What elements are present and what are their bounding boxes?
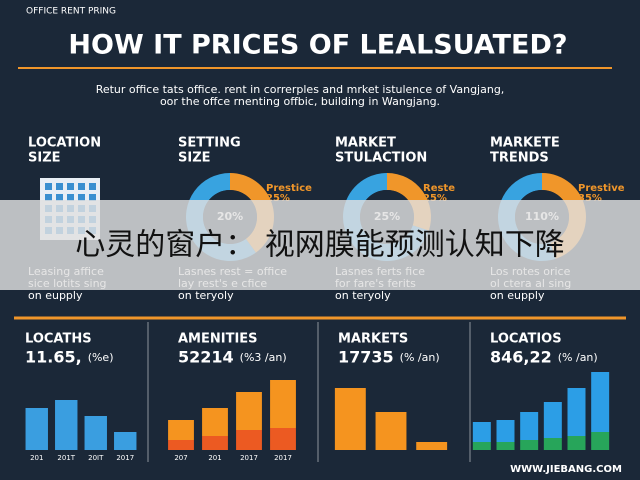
- bar: [202, 436, 228, 450]
- subtitle: oor the offce rnenting offbic, building …: [160, 95, 440, 108]
- panel-value: 846,22: [490, 348, 552, 367]
- bar: [84, 416, 107, 450]
- bar: [591, 372, 610, 432]
- building-window: [89, 194, 96, 201]
- panel-unit: (% /an): [400, 351, 440, 364]
- column-note: on teryoly: [335, 289, 391, 302]
- bar: [472, 442, 491, 450]
- bar: [236, 392, 262, 430]
- x-label: 201: [208, 454, 221, 462]
- column-heading: MARKET: [335, 136, 396, 151]
- x-label: 201T: [57, 454, 75, 462]
- column-heading: STULACTION: [335, 151, 427, 166]
- column-heading: SETTING: [178, 136, 241, 151]
- column-heading: SIZE: [178, 151, 211, 166]
- panel-title: MARKETS: [338, 332, 408, 347]
- bar: [543, 438, 562, 450]
- panel-unit: (%e): [88, 351, 114, 364]
- building-window: [89, 183, 96, 190]
- bar: [270, 380, 296, 428]
- column-note: on eupply: [490, 289, 545, 302]
- bar: [496, 420, 515, 442]
- bar: [416, 442, 448, 450]
- bar: [567, 388, 586, 436]
- panel-value: 17735: [338, 348, 394, 367]
- caption-band: [0, 200, 640, 290]
- title: HOW IT PRICES OF LEALSUATED?: [68, 30, 567, 61]
- bar: [168, 420, 194, 440]
- donut-label: 25%: [423, 193, 447, 204]
- x-label: 2017: [240, 454, 258, 462]
- bar: [472, 422, 491, 442]
- building-window: [78, 194, 85, 201]
- subtitle: Retur office tats office. rent in correr…: [96, 83, 505, 96]
- footer: WWW.JIEBANG.COM: [510, 464, 622, 475]
- column-heading: MARKETE: [490, 136, 560, 151]
- panel-value: 11.65,: [25, 348, 82, 367]
- x-label: 20IT: [88, 454, 104, 462]
- x-label: 2017: [274, 454, 292, 462]
- donut-label: 25%: [266, 193, 290, 204]
- building-window: [56, 194, 63, 201]
- caption: 心灵的窗户： 视网膜能预测认知下降: [75, 228, 565, 263]
- bar: [543, 402, 562, 438]
- x-label: 207: [174, 454, 187, 462]
- bar: [496, 442, 515, 450]
- column-heading: LOCATION: [28, 136, 101, 151]
- column-note: on eupply: [28, 289, 83, 302]
- donut-label: 35%: [578, 193, 602, 204]
- donut-label: Prestive: [578, 183, 625, 194]
- building-window: [67, 194, 74, 201]
- panel-title: LOCATIOS: [490, 332, 562, 347]
- building-window: [78, 183, 85, 190]
- donut-label: Prestice: [266, 183, 312, 194]
- column-heading: TRENDS: [490, 151, 549, 166]
- x-label: 201: [30, 454, 43, 462]
- bar: [270, 428, 296, 450]
- bar: [567, 436, 586, 450]
- panel-unit: (% /an): [558, 351, 598, 364]
- bar: [236, 430, 262, 450]
- bar: [55, 400, 78, 450]
- building-window: [56, 183, 63, 190]
- bar: [168, 440, 194, 450]
- x-label: 2017: [116, 454, 134, 462]
- column-note: on teryoly: [178, 289, 234, 302]
- bar: [25, 408, 48, 450]
- panel-title: LOCATHS: [25, 332, 92, 347]
- panel-title: AMENITIES: [178, 332, 258, 347]
- bar: [520, 440, 539, 450]
- bar: [114, 432, 137, 450]
- bar: [334, 388, 366, 450]
- bar: [591, 432, 610, 450]
- column-heading: SIZE: [28, 151, 61, 166]
- building-window: [67, 183, 74, 190]
- building-window: [45, 194, 52, 201]
- bar: [375, 412, 407, 450]
- bar: [520, 412, 539, 440]
- building-window: [45, 183, 52, 190]
- panel-unit: (%3 /an): [240, 351, 287, 364]
- donut-label: Reste: [423, 183, 455, 194]
- panel-value: 52214: [178, 348, 234, 367]
- bar: [202, 408, 228, 436]
- kicker: OFFICE RENT PRING: [26, 7, 116, 17]
